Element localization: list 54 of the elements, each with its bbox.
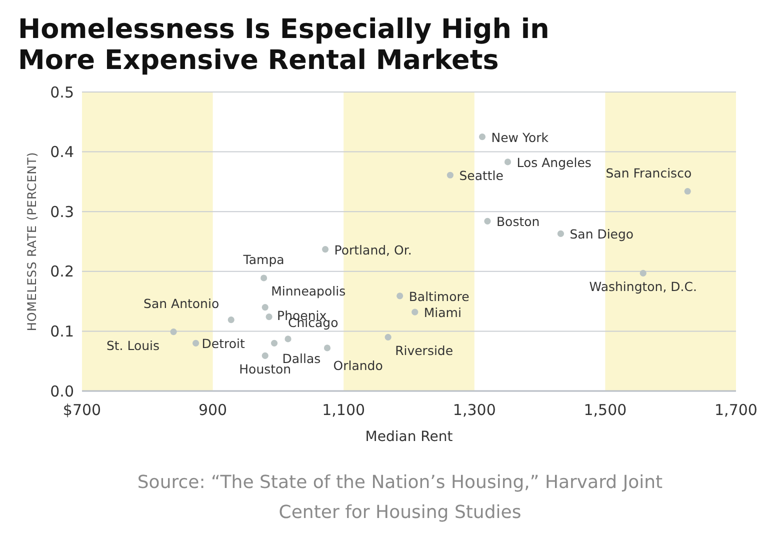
point: [412, 308, 418, 316]
y-tick-label: 0.4: [50, 143, 74, 162]
point: [396, 292, 404, 300]
x-tick-label: 1,300: [452, 401, 496, 419]
y-tick-label: 0.5: [50, 83, 74, 102]
x-tick-label: 900: [198, 401, 228, 419]
annotation: Boston: [496, 214, 540, 230]
point: [170, 328, 177, 336]
annotation: Tampa: [242, 252, 284, 267]
annotation: Riverside: [395, 343, 454, 358]
point: [478, 134, 486, 140]
x-tick-label: 1,500: [584, 401, 627, 419]
point: [266, 314, 272, 320]
point: [260, 274, 268, 282]
y-tick-label: 0.1: [50, 322, 74, 340]
point: [262, 352, 268, 359]
point: [322, 246, 329, 253]
point: [640, 270, 646, 276]
annotation: San Antonio: [144, 296, 220, 311]
y-tick-label: 0.3: [50, 202, 74, 221]
y-tick-label: 0.0: [50, 382, 74, 400]
point: [446, 172, 454, 178]
point: [228, 316, 234, 324]
x-tick-label: $700: [62, 401, 102, 419]
point: [384, 334, 392, 340]
chart-title: Homelessness Is Especially High in More Expensive Rental Markets: [18, 14, 550, 76]
annotation: Miami: [424, 305, 462, 320]
point: [324, 344, 331, 352]
x-tick-label: 1,700: [714, 401, 758, 419]
point: [270, 340, 278, 346]
annotation: New York: [491, 130, 550, 145]
x-axis-title: Median Rent: [365, 429, 454, 445]
point: [684, 188, 691, 195]
point: [557, 230, 564, 238]
annotation: Baltimore: [408, 288, 470, 304]
source-note: Source: “The State of the Nation’s Housing,” Harvard Joint Center for Housing Studies: [137, 472, 663, 523]
x-tick-label: 1,100: [322, 401, 366, 419]
annotation: San Francisco: [606, 165, 692, 180]
y-tick-label: 0.2: [50, 262, 74, 281]
annotation: Washington, D.C.: [589, 279, 697, 294]
annotation: Portland, Or.: [334, 242, 412, 258]
annotation: Los Angeles: [516, 154, 592, 170]
point: [504, 158, 512, 166]
point: [262, 304, 268, 311]
point: [192, 340, 200, 346]
annotation: Seattle: [459, 168, 504, 184]
y-axis-title: HOMELESS RATE (PERCENT): [25, 152, 39, 332]
point: [284, 336, 292, 342]
annotation: St. Louis: [106, 338, 160, 353]
annotation: San Diego: [570, 226, 634, 242]
annotation: Minneapolis: [271, 283, 346, 298]
annotation: Orlando: [333, 358, 383, 373]
annotation: Detroit: [202, 336, 245, 352]
point: [484, 218, 491, 224]
